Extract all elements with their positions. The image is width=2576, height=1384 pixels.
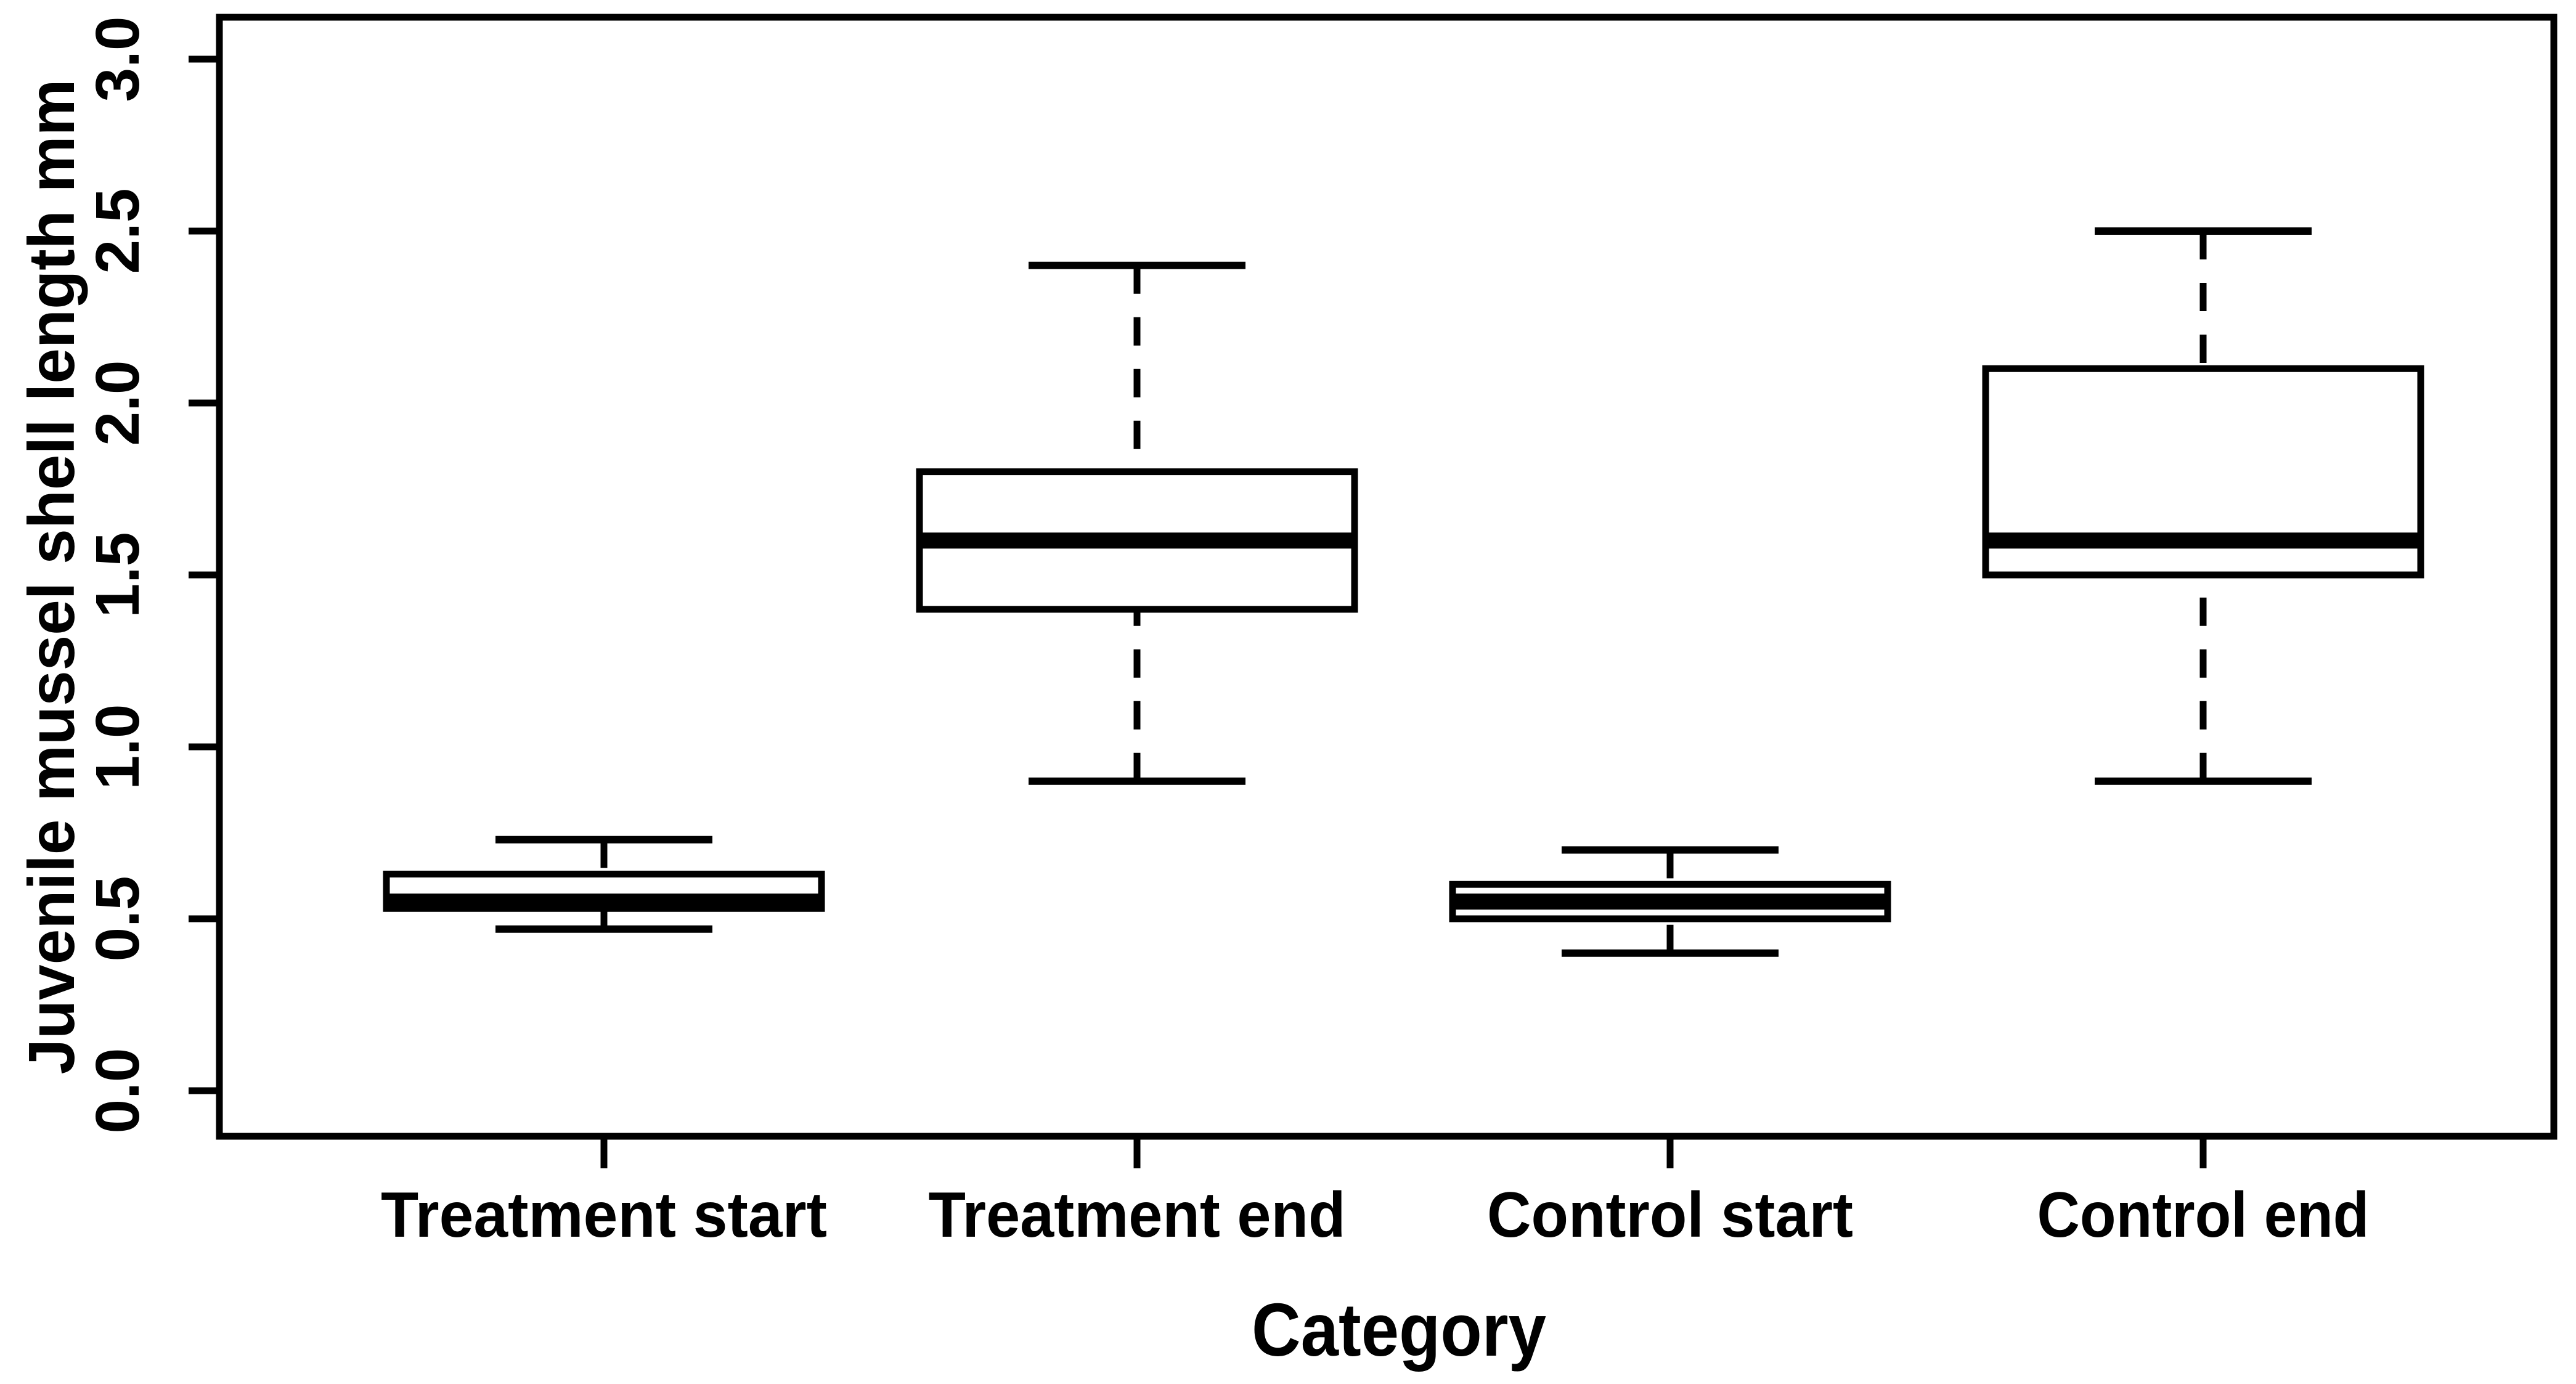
y-tick-label: 2.0: [83, 360, 152, 446]
y-tick-label: 0.0: [83, 1048, 152, 1133]
box-2: [916, 261, 1358, 785]
y-axis-title: Juvenile mussel shell length mm: [15, 79, 88, 1075]
x-tick-label: Control start: [1487, 1179, 1853, 1251]
y-tick-label: 1.0: [83, 704, 152, 789]
box-3: [1449, 846, 1891, 957]
y-tick-label: 3.0: [83, 16, 152, 102]
y-tick-label: 1.5: [83, 532, 152, 617]
box-4: [1982, 227, 2424, 785]
x-axis-title: Category: [1252, 1288, 1546, 1372]
x-axis: Treatment start Treatment end Control star…: [381, 1138, 2370, 1251]
box-1: [383, 836, 825, 933]
x-tick-label: Treatment end: [929, 1179, 1346, 1251]
y-tick-label: 0.5: [83, 876, 152, 961]
x-tick-label: Control end: [2037, 1179, 2370, 1251]
y-tick-label: 2.5: [83, 188, 152, 274]
x-tick-label: Treatment start: [381, 1179, 827, 1251]
boxplot-series: [383, 227, 2424, 957]
y-axis: 0.0 0.5 1.0 1.5 2.0 2.5 3.0: [83, 16, 219, 1134]
